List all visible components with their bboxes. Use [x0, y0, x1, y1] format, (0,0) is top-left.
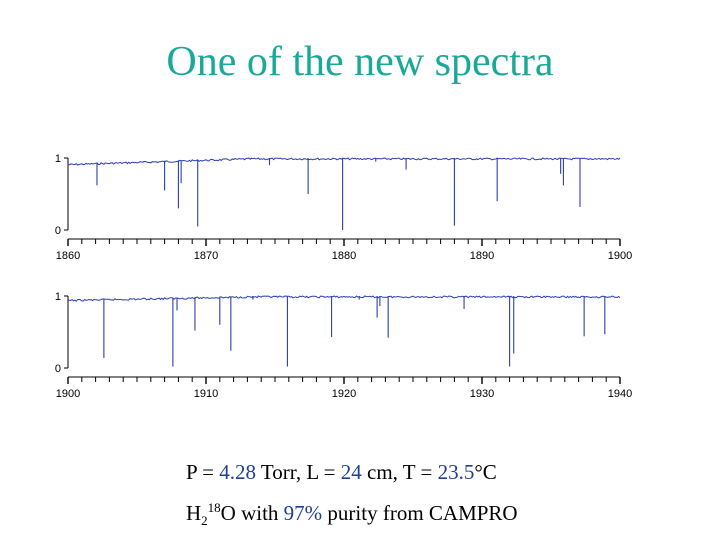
x-tick-label: 1870	[194, 250, 218, 262]
length-unit: cm, T =	[361, 460, 438, 484]
purity-value: 97%	[283, 501, 323, 525]
conditions-caption: P = 4.28 Torr, L = 24 cm, T = 23.5°C	[186, 460, 497, 485]
y-tick-label: 1	[55, 153, 61, 165]
spectrum-panel-2: 0 1 1900 1910 1920 1930 1940	[55, 291, 632, 400]
length-value: 24	[340, 460, 362, 484]
formula-o-with: O with	[220, 501, 284, 525]
spectrum-panel-1: 0 1 1860 1870 1880 1890 1900	[55, 153, 632, 262]
x-tick-label: 1880	[332, 250, 356, 262]
temperature-value: 23.5	[437, 460, 475, 484]
formula-sub-2: 2	[201, 513, 208, 529]
pressure-value: 4.28	[219, 460, 256, 484]
x-tick-label: 1900	[608, 250, 632, 262]
y-tick-label: 1	[55, 291, 61, 303]
spectra-chart: 0 1 1860 1870 1880 1890 1900 0 1 1900 1910 1920 1930…	[55, 153, 632, 400]
pressure-unit: Torr, L =	[256, 460, 341, 484]
x-tick-label: 1890	[470, 250, 494, 262]
slide-title: One of the new spectra	[166, 39, 554, 85]
x-tick-label: 1860	[56, 250, 80, 262]
y-tick-label: 0	[55, 225, 61, 237]
y-tick-label: 0	[55, 363, 61, 375]
sample-caption: H218O with 97% purity from CAMPRO	[186, 500, 518, 529]
purity-rest: purity from CAMPRO	[322, 501, 518, 525]
temperature-unit: °C	[474, 460, 497, 484]
p-label: P =	[186, 460, 220, 484]
x-tick-label: 1920	[332, 388, 356, 400]
x-tick-label: 1910	[194, 388, 218, 400]
formula-sup-18: 18	[207, 500, 221, 515]
x-tick-label: 1900	[56, 388, 80, 400]
formula-h: H	[186, 501, 202, 525]
x-tick-label: 1940	[608, 388, 632, 400]
spectrum-baseline	[67, 295, 621, 302]
spectrum-baseline	[67, 157, 621, 166]
x-tick-label: 1930	[470, 388, 494, 400]
